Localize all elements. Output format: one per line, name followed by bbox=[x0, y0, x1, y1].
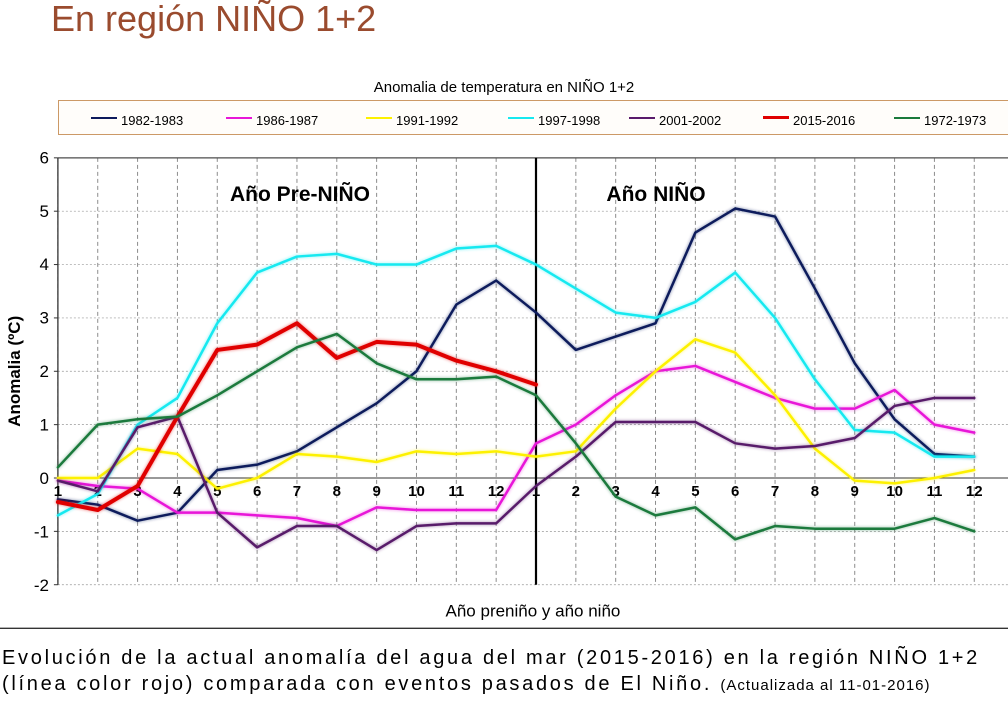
svg-text:10: 10 bbox=[886, 483, 903, 500]
svg-text:9: 9 bbox=[851, 483, 859, 500]
svg-text:Año NIÑO: Año NIÑO bbox=[606, 183, 705, 206]
svg-text:12: 12 bbox=[488, 483, 505, 500]
svg-text:7: 7 bbox=[293, 483, 301, 500]
svg-text:10: 10 bbox=[408, 483, 425, 500]
svg-text:7: 7 bbox=[771, 483, 779, 500]
svg-text:8: 8 bbox=[811, 483, 819, 500]
svg-text:5: 5 bbox=[691, 483, 699, 500]
svg-text:11: 11 bbox=[926, 483, 942, 500]
svg-text:Año preniño y año niño: Año preniño y año niño bbox=[446, 601, 621, 620]
svg-text:1: 1 bbox=[40, 416, 49, 435]
svg-text:6: 6 bbox=[253, 483, 261, 500]
svg-text:9: 9 bbox=[372, 483, 380, 500]
svg-text:6: 6 bbox=[731, 483, 739, 500]
svg-text:12: 12 bbox=[966, 483, 983, 500]
svg-text:3: 3 bbox=[40, 309, 49, 328]
svg-text:8: 8 bbox=[333, 483, 341, 500]
svg-text:-1: -1 bbox=[34, 523, 49, 542]
svg-text:5: 5 bbox=[40, 202, 49, 221]
svg-text:11: 11 bbox=[448, 483, 464, 500]
svg-text:Año Pre-NIÑO: Año Pre-NIÑO bbox=[230, 183, 370, 206]
svg-text:2: 2 bbox=[572, 483, 580, 500]
svg-text:0: 0 bbox=[40, 469, 49, 488]
svg-text:1: 1 bbox=[54, 483, 62, 500]
svg-text:4: 4 bbox=[173, 483, 182, 500]
svg-text:Anomalia (ºC): Anomalia (ºC) bbox=[5, 316, 24, 427]
svg-text:4: 4 bbox=[651, 483, 660, 500]
svg-text:-2: -2 bbox=[34, 576, 49, 595]
svg-text:4: 4 bbox=[40, 255, 49, 274]
svg-text:6: 6 bbox=[40, 149, 49, 168]
svg-text:2: 2 bbox=[40, 362, 49, 381]
